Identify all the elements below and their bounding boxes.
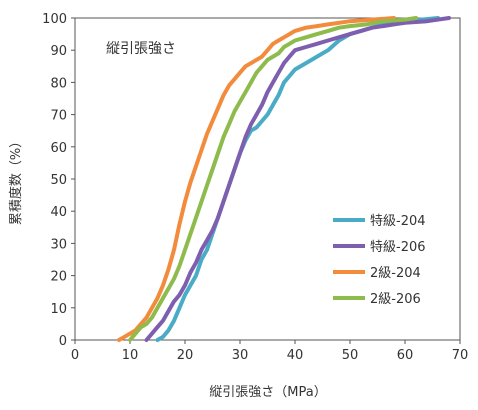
x-tick-label: 10 xyxy=(122,348,139,363)
plot-lines xyxy=(117,16,451,342)
legend-label: 特級-206 xyxy=(370,240,426,255)
y-axis-label: 累積度数（%） xyxy=(8,135,24,225)
legend-label: 2級-204 xyxy=(370,266,421,281)
chart-title: 縦引張強さ xyxy=(106,41,176,57)
x-tick-label: 30 xyxy=(232,348,249,363)
y-tick-label: 60 xyxy=(50,141,67,156)
x-axis-label: 縦引張強さ（MPa） xyxy=(209,385,326,400)
y-tick-label: 10 xyxy=(50,302,67,317)
y-tick-label: 90 xyxy=(50,44,67,59)
x-tick-label: 0 xyxy=(71,348,79,363)
y-tick-label: 30 xyxy=(50,237,67,252)
x-tick-label: 70 xyxy=(452,348,469,363)
x-tick-label: 50 xyxy=(342,348,359,363)
x-tick-label: 20 xyxy=(177,348,194,363)
y-tick-label: 20 xyxy=(50,270,67,285)
y-tick-label: 100 xyxy=(42,12,67,27)
series-line-3 xyxy=(117,16,396,342)
y-tick-label: 40 xyxy=(50,205,67,220)
y-tick-label: 50 xyxy=(50,173,67,188)
x-tick-label: 40 xyxy=(287,348,304,363)
y-tick-label: 0 xyxy=(59,334,67,349)
series-line-2 xyxy=(144,16,451,342)
y-tick-label: 80 xyxy=(50,76,67,91)
series-line-4 xyxy=(128,16,418,342)
x-tick-label: 60 xyxy=(397,348,414,363)
axes: 0 10 20 30 40 50 60 70 0 10 20 30 40 50 60 70 80 90 100 xyxy=(42,12,468,363)
y-tick-label: 70 xyxy=(50,109,67,124)
legend-label: 特級-204 xyxy=(370,214,426,229)
legend-label: 2級-206 xyxy=(370,292,421,307)
legend: 特級-204 特級-206 2級-204 2級-206 xyxy=(333,214,426,307)
